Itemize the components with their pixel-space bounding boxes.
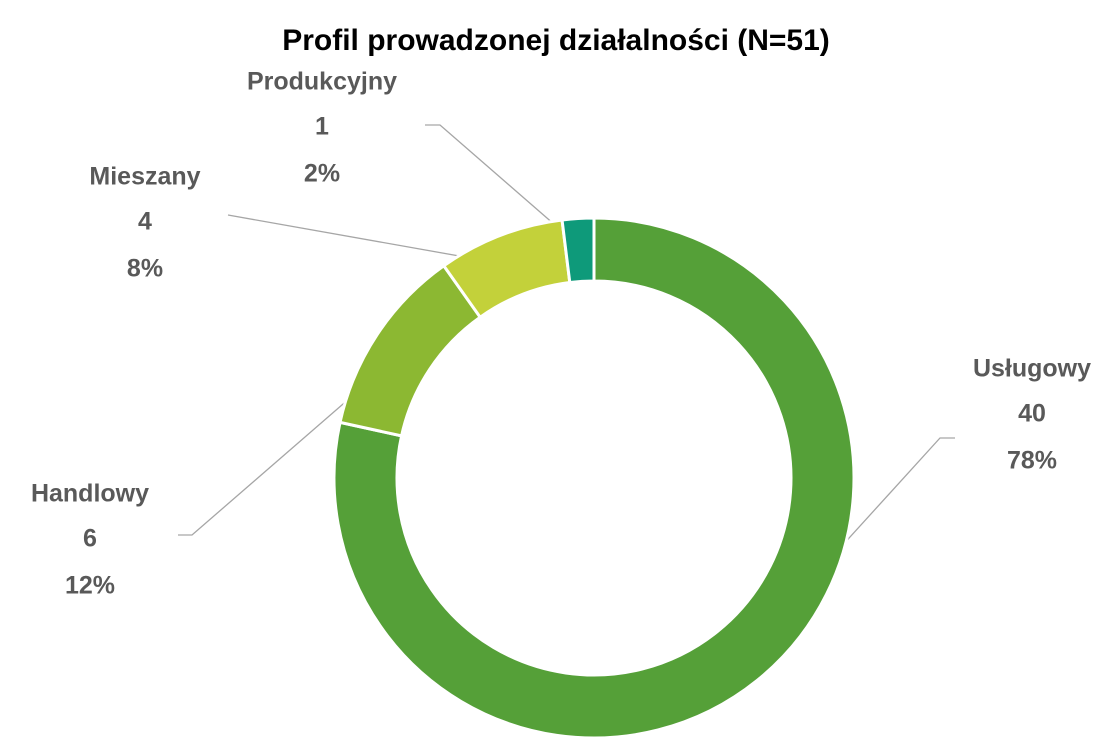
leader-line	[178, 351, 404, 536]
donut-slice	[332, 216, 856, 739]
slice-label-value: 1	[315, 113, 329, 141]
slice-label-name: Mieszany	[89, 163, 200, 191]
donut-slice	[338, 263, 483, 438]
slice-label-percent: 12%	[65, 572, 115, 600]
slice-label-percent: 78%	[1007, 447, 1057, 475]
slice-label-value: 40	[1018, 400, 1046, 428]
leader-line	[425, 124, 579, 246]
chart-title: Profil prowadzonej działalności (N=51)	[282, 24, 830, 57]
slice-label-percent: 2%	[304, 160, 340, 188]
donut-slice	[560, 216, 596, 285]
slice-label-value: 6	[83, 525, 97, 553]
slice-label-name: Produkcyjny	[247, 68, 397, 96]
slice-label-name: Handlowy	[31, 480, 149, 508]
slice-label-name: Usługowy	[973, 355, 1091, 383]
slice-label-value: 4	[138, 208, 152, 236]
slice-label-percent: 8%	[127, 255, 163, 283]
